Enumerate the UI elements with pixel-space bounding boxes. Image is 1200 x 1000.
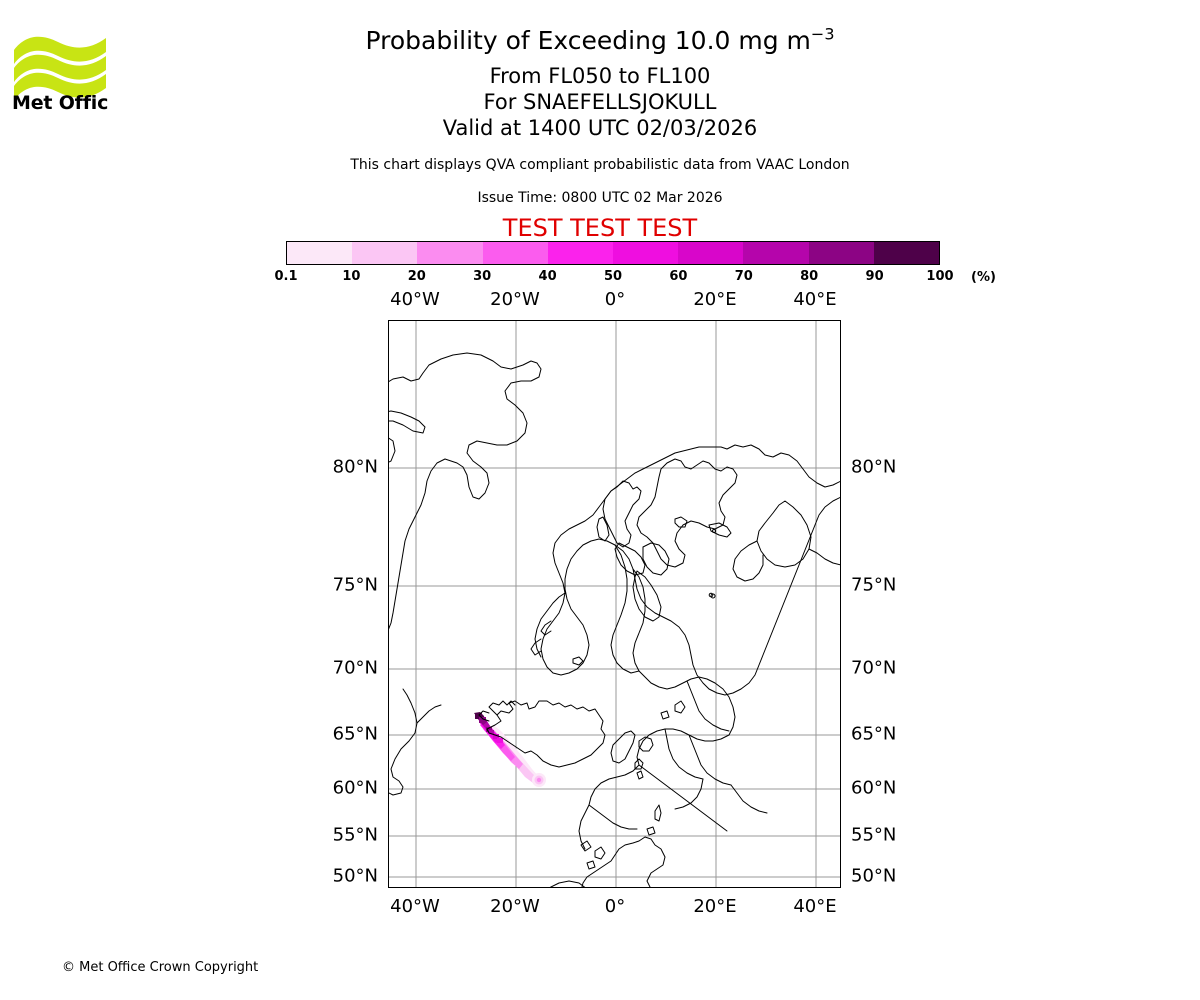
lon-label-bottom-40°E: 40°E xyxy=(793,896,837,917)
lat-label-right-50°N: 50°N xyxy=(851,865,897,887)
graticule xyxy=(389,321,840,887)
lat-label-right-55°N: 55°N xyxy=(851,824,897,846)
colorbar-segment-9 xyxy=(873,242,940,264)
colorbar-segment-3 xyxy=(482,242,548,264)
test-banner: TEST TEST TEST xyxy=(502,214,698,242)
met-office-logo-svg: Met Office xyxy=(12,36,108,112)
colorbar-tick-30: 30 xyxy=(473,269,492,284)
colorbar-tick-20: 20 xyxy=(407,269,426,284)
coastlines xyxy=(389,352,840,887)
colorbar-segment-6 xyxy=(678,242,744,264)
colorbar-segment-1 xyxy=(352,242,418,264)
lon-label-bottom-20°W: 20°W xyxy=(490,896,540,917)
copyright-notice: © Met Office Crown Copyright xyxy=(62,960,259,975)
issue-time-label: Issue Time: 0800 UTC 02 Mar 2026 xyxy=(477,190,723,206)
lat-label-left-75°N: 75°N xyxy=(332,574,378,596)
met-office-logo: Met Office xyxy=(12,24,108,112)
colorbar-tick-90: 90 xyxy=(865,269,884,284)
colorbar-segment-2 xyxy=(417,242,483,264)
lon-label-bottom-40°W: 40°W xyxy=(390,896,440,917)
lon-label-top-40°E: 40°E xyxy=(793,289,837,310)
lon-label-bottom-20°E: 20°E xyxy=(693,896,737,917)
colorbar-segment-5 xyxy=(613,242,679,264)
lat-label-left-65°N: 65°N xyxy=(332,723,378,745)
lat-label-left-50°N: 50°N xyxy=(332,865,378,887)
colorbar-tick-0.1: 0.1 xyxy=(274,269,298,284)
lon-label-top-20°W: 20°W xyxy=(490,289,540,310)
lat-label-right-60°N: 60°N xyxy=(851,777,897,799)
lon-label-top-20°E: 20°E xyxy=(693,289,737,310)
valid-time-subtitle: Valid at 1400 UTC 02/03/2026 xyxy=(442,116,758,140)
page-title-text: Probability of Exceeding 10.0 mg m xyxy=(365,26,811,55)
colorbar-tick-60: 60 xyxy=(669,269,688,284)
lat-label-right-80°N: 80°N xyxy=(851,456,897,478)
lat-label-right-75°N: 75°N xyxy=(851,574,897,596)
colorbar-tick-80: 80 xyxy=(800,269,819,284)
colorbar-tick-10: 10 xyxy=(342,269,361,284)
map-plot-area xyxy=(388,320,841,888)
map-canvas xyxy=(389,321,840,887)
colorbar-segment-0 xyxy=(287,242,353,264)
lat-label-left-80°N: 80°N xyxy=(332,456,378,478)
lat-label-left-70°N: 70°N xyxy=(332,657,378,679)
flight-level-subtitle: From FL050 to FL100 xyxy=(489,64,711,88)
logo-wordmark: Met Office xyxy=(12,92,108,112)
lon-label-bottom-0°: 0° xyxy=(604,896,626,917)
colorbar-tick-50: 50 xyxy=(603,269,623,284)
colorbar-segment-7 xyxy=(743,242,809,264)
colorbar-units-label: (%) xyxy=(971,270,996,285)
colorbar-segment-8 xyxy=(808,242,874,264)
page-title: Probability of Exceeding 10.0 mg m−3 xyxy=(0,26,1200,56)
lat-label-right-70°N: 70°N xyxy=(851,657,897,679)
logo-waves xyxy=(14,36,106,100)
colorbar-tick-70: 70 xyxy=(734,269,753,284)
ash-plume-contours xyxy=(474,712,546,787)
lat-label-right-65°N: 65°N xyxy=(851,723,897,745)
volcano-subtitle: For SNAEFELLSJOKULL xyxy=(483,90,717,114)
colorbar-tick-labels: 0.1 10 20 30 40 50 60 70 80 90 100 xyxy=(0,269,1200,287)
colorbar-tick-100: 100 xyxy=(926,269,954,284)
lon-label-top-0°: 0° xyxy=(604,289,626,310)
lat-label-left-60°N: 60°N xyxy=(332,777,378,799)
page-title-exponent: −3 xyxy=(810,24,835,44)
probability-colorbar xyxy=(286,241,940,265)
colorbar-tick-40: 40 xyxy=(538,269,557,284)
qva-compliance-note: This chart displays QVA compliant probab… xyxy=(350,157,850,173)
lon-label-top-40°W: 40°W xyxy=(390,289,440,310)
lat-label-left-55°N: 55°N xyxy=(332,824,378,846)
colorbar-segment-4 xyxy=(547,242,614,264)
